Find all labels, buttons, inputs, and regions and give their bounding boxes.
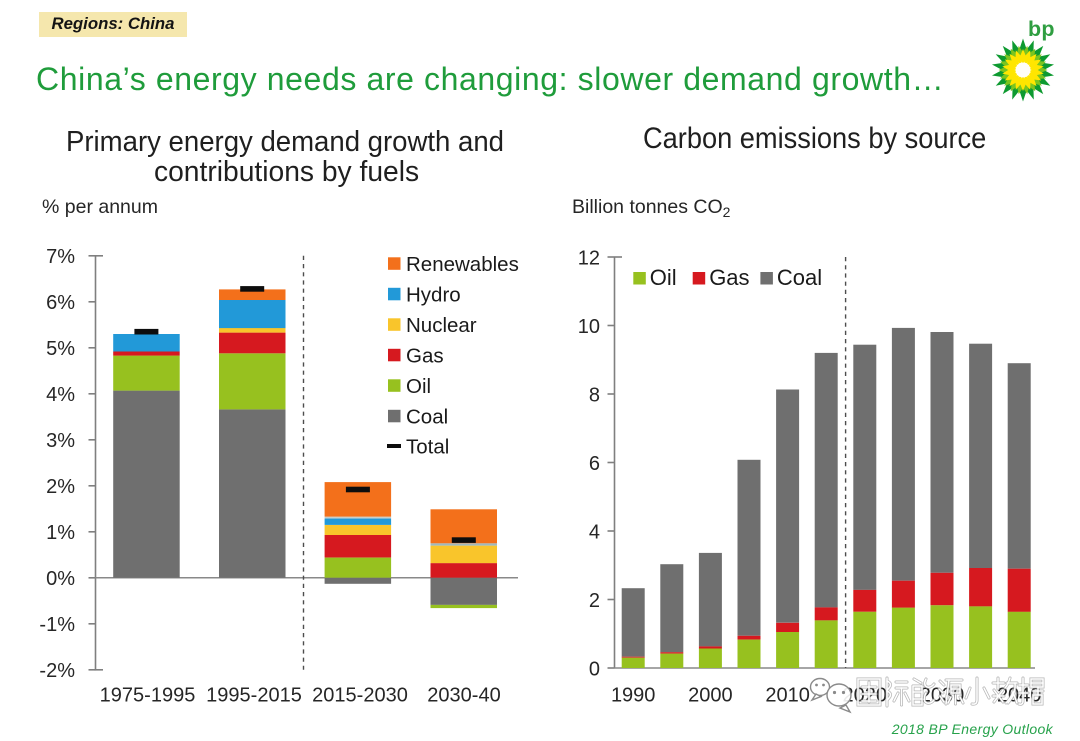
svg-text:10: 10 [578,316,600,338]
svg-text:12: 12 [578,247,600,269]
svg-text:-1%: -1% [39,614,75,636]
svg-text:6%: 6% [46,292,75,314]
svg-text:3%: 3% [46,430,75,452]
svg-text:Gas: Gas [406,344,444,367]
svg-text:4%: 4% [46,384,75,406]
svg-text:Hydro: Hydro [406,283,461,306]
svg-text:6: 6 [589,453,600,475]
svg-text:7%: 7% [46,246,75,268]
svg-text:0%: 0% [46,568,75,590]
svg-text:1995-2015: 1995-2015 [206,684,302,706]
svg-text:5%: 5% [46,338,75,360]
svg-text:2030-40: 2030-40 [427,684,500,706]
svg-text:Gas: Gas [709,265,749,290]
svg-text:2015-2030: 2015-2030 [312,684,408,706]
svg-text:Nuclear: Nuclear [406,314,477,337]
svg-text:Oil: Oil [650,265,677,290]
svg-text:Renewables: Renewables [406,253,519,276]
svg-text:2: 2 [589,590,600,612]
svg-text:0: 0 [589,658,600,680]
svg-text:2010: 2010 [765,684,810,706]
svg-text:-2%: -2% [39,660,75,682]
svg-text:4: 4 [589,521,600,543]
svg-text:1990: 1990 [611,684,656,706]
svg-text:1975-1995: 1975-1995 [100,684,196,706]
svg-text:Coal: Coal [777,265,822,290]
svg-text:Coal: Coal [406,405,448,428]
svg-text:1%: 1% [46,522,75,544]
svg-text:2000: 2000 [688,684,733,706]
svg-text:2%: 2% [46,476,75,498]
svg-text:Total: Total [406,436,449,459]
svg-text:Oil: Oil [406,375,431,398]
svg-text:8: 8 [589,384,600,406]
